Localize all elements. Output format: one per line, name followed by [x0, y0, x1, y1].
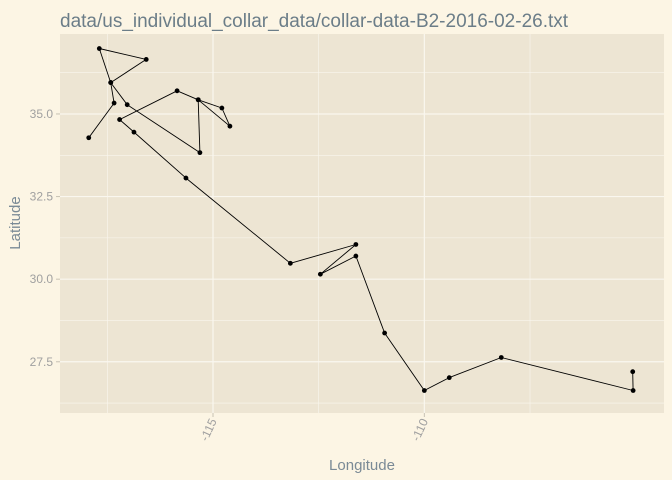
- data-point: [111, 100, 117, 106]
- data-point: [630, 369, 636, 375]
- y-axis-title: Latitude: [7, 196, 24, 249]
- data-point: [183, 175, 189, 181]
- data-point: [131, 129, 137, 135]
- data-point: [96, 46, 102, 51]
- x-tick-label: -110: [409, 416, 432, 443]
- track-path: [88, 48, 634, 391]
- y-tick-label: 30.0: [30, 272, 54, 286]
- data-point: [86, 135, 92, 141]
- data-point: [143, 57, 149, 62]
- data-point: [287, 260, 293, 266]
- y-tick-label: 27.5: [30, 355, 54, 369]
- y-tick-label: 32.5: [30, 190, 54, 204]
- data-point: [108, 80, 114, 85]
- data-point: [195, 97, 201, 103]
- grid-lines: [60, 34, 664, 413]
- y-tick-label: 35.0: [30, 107, 54, 121]
- data-point: [353, 242, 359, 247]
- data-point: [174, 88, 180, 94]
- data-point: [446, 375, 452, 381]
- data-point: [421, 388, 427, 393]
- data-point: [353, 253, 359, 259]
- data-point: [382, 330, 388, 336]
- track-line: [88, 48, 634, 391]
- x-axis-title: Longitude: [329, 457, 395, 474]
- data-points: [86, 46, 636, 393]
- data-point: [117, 117, 122, 122]
- data-point: [124, 102, 130, 108]
- data-point: [227, 123, 233, 129]
- data-point: [630, 388, 636, 393]
- data-point: [317, 271, 323, 277]
- data-point: [197, 150, 203, 156]
- data-point: [498, 355, 504, 360]
- data-point: [219, 105, 225, 111]
- chart-title: data/us_individual_collar_data/collar-da…: [60, 11, 569, 32]
- x-tick-label: -115: [197, 416, 220, 443]
- plot-panel: [60, 34, 664, 413]
